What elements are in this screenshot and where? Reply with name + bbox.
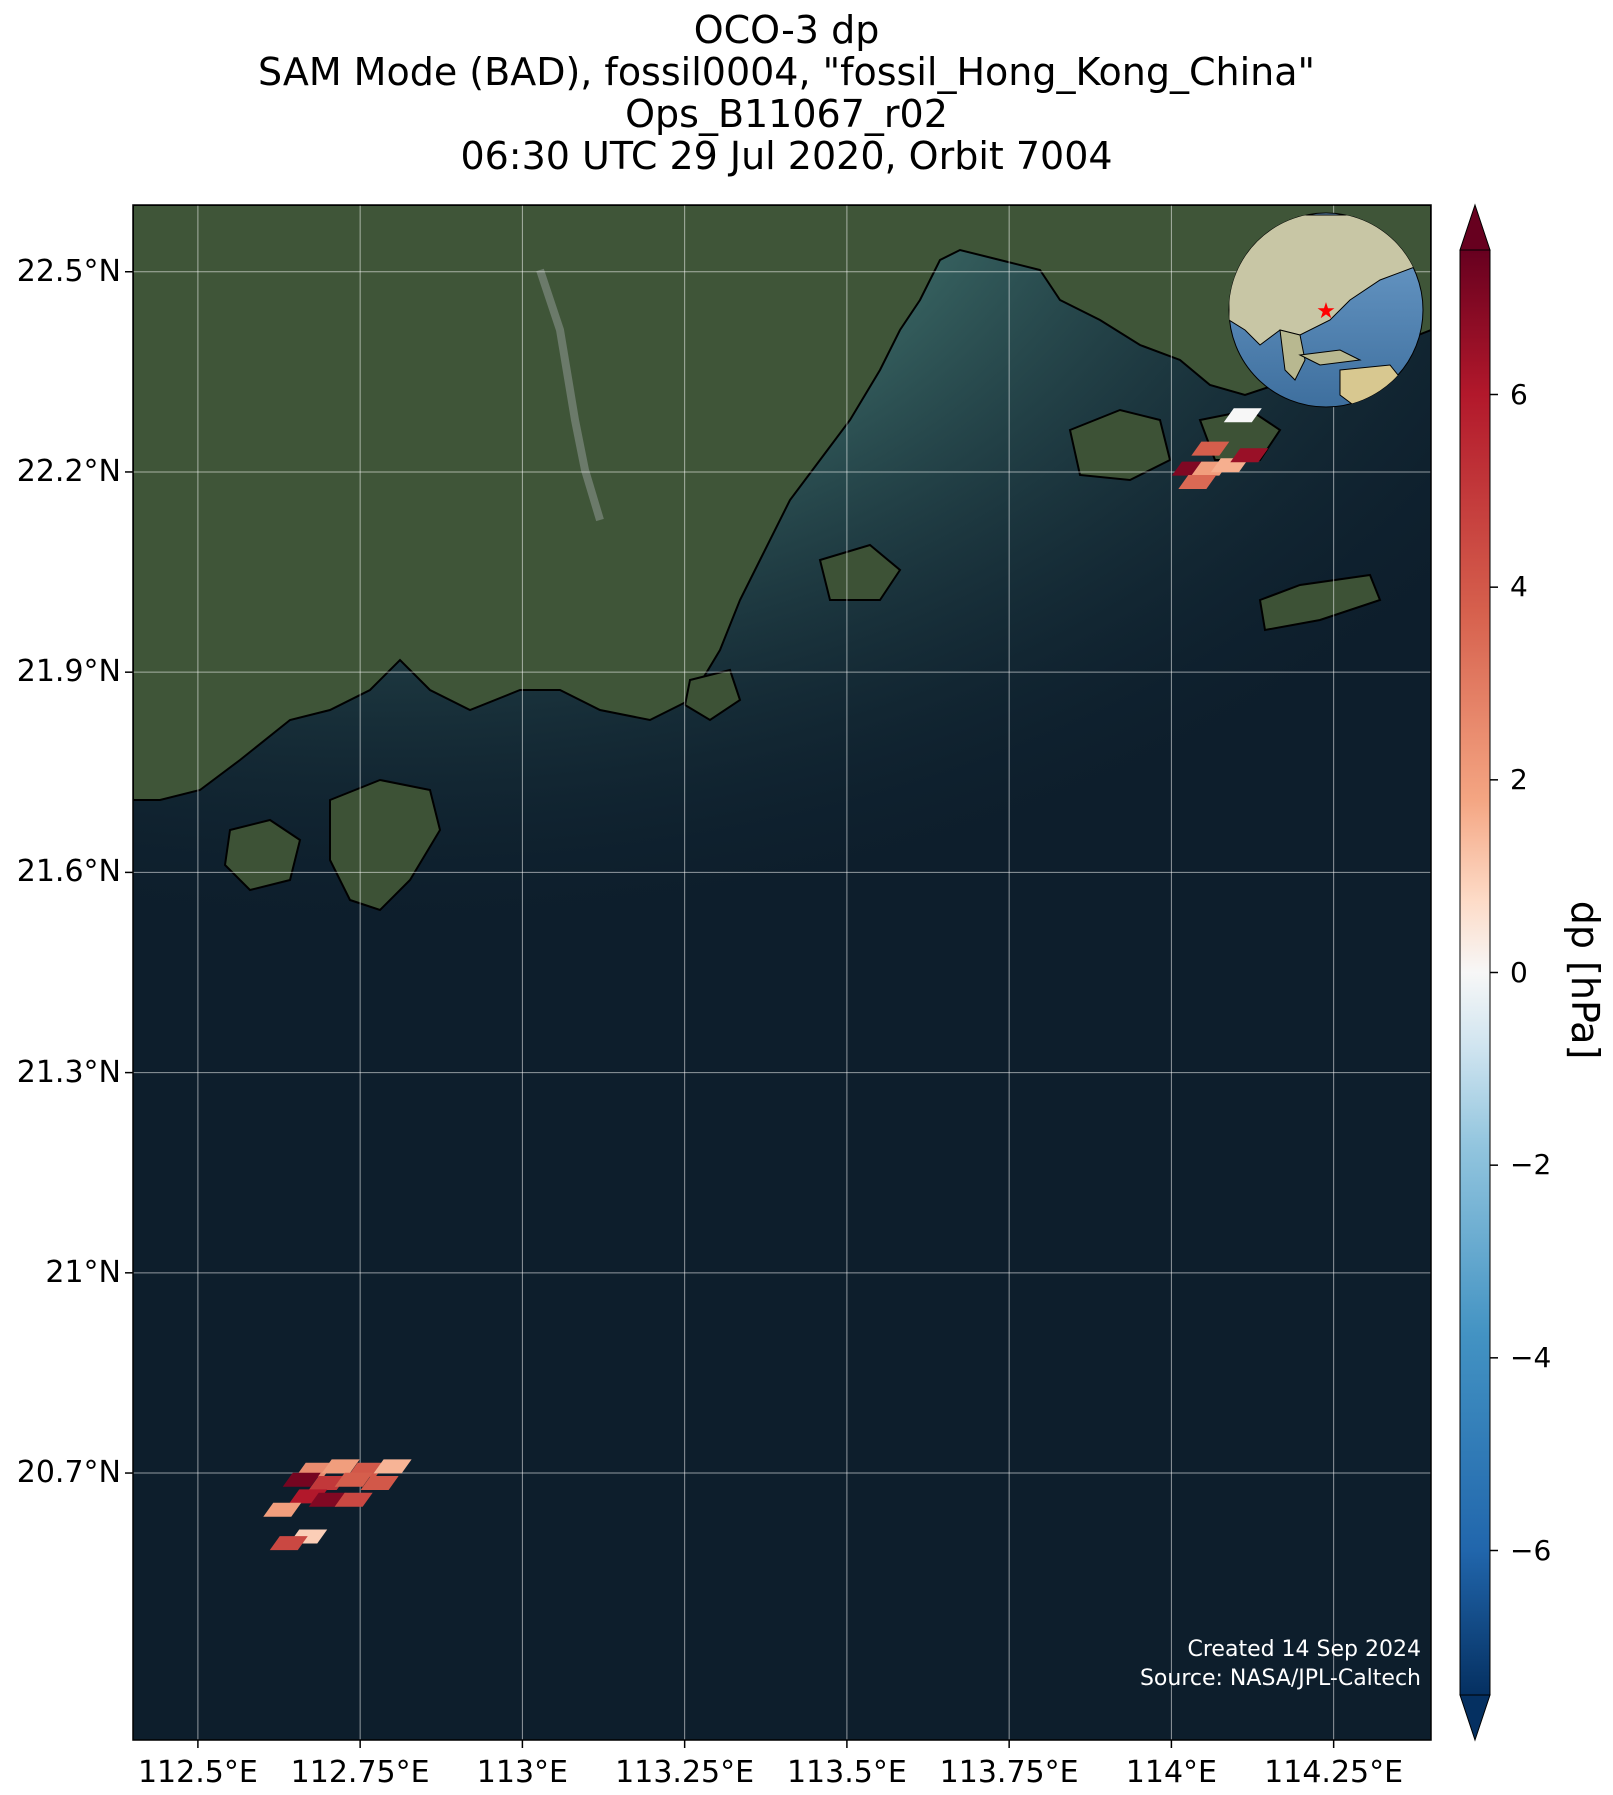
colorbar-gradient: [1459, 249, 1491, 1696]
colorbar-tick-label: −6: [1510, 1533, 1552, 1567]
sounding-pixel: [334, 1492, 373, 1507]
sounding-pixel: [1230, 448, 1269, 463]
lon-tick-label: 113.75°E: [939, 1755, 1079, 1790]
lat-tick-label: 22.5°N: [16, 253, 121, 289]
lon-tick-label: 113.25°E: [615, 1755, 755, 1790]
lat-tick-label: 21.3°N: [16, 1054, 121, 1090]
lat-tick-label: 22.2°N: [16, 453, 121, 489]
sounding-pixel: [1223, 408, 1262, 423]
sounding-pixel: [269, 1536, 308, 1551]
sounding-pixel: [360, 1476, 399, 1491]
wanshan-islands: [1258, 573, 1382, 632]
title-line-2: SAM Mode (BAD), fossil0004, "fossil_Hong…: [258, 50, 1315, 94]
zhuhai-islands: [818, 543, 902, 601]
gridlines: [133, 205, 1431, 1740]
lon-tick-label: 113.5°E: [786, 1755, 907, 1790]
lat-tick-label: 21.9°N: [16, 654, 121, 690]
sounding-pixel: [1191, 441, 1230, 456]
globe-indonesia-land: [1298, 349, 1362, 366]
created-date: Created 14 Sep 2024: [1188, 1637, 1422, 1662]
colorbar-tick-label: 2: [1510, 762, 1528, 796]
lantau-island: [1068, 408, 1172, 482]
macau-islands: [683, 668, 742, 722]
colorbar-tick-label: −4: [1510, 1340, 1552, 1374]
sounding-pixels: [263, 408, 1269, 1551]
colorbar-tick-label: 4: [1510, 570, 1528, 604]
pearl-river-channel: [536, 268, 604, 522]
map-frame: [132, 204, 1432, 1741]
sounding-pixel: [373, 1459, 412, 1474]
mainland-china: [133, 205, 1431, 801]
lat-tick-label: 20.7°N: [16, 1455, 121, 1491]
colorbar-title: dp [hPa]: [1563, 900, 1607, 1060]
lat-tick-label: 21.6°N: [16, 854, 121, 890]
colorbar-extend-min: [1459, 1694, 1491, 1742]
colorbar: [1459, 203, 1498, 1742]
lon-tick-label: 114°E: [1125, 1755, 1217, 1790]
colorbar-extend-max: [1459, 203, 1491, 251]
colorbar-tick-label: 6: [1510, 377, 1528, 411]
title-line-4: 06:30 UTC 29 Jul 2020, Orbit 7004: [460, 134, 1113, 178]
lon-tick-label: 114.25°E: [1264, 1755, 1404, 1790]
target-star-icon: ★: [1316, 299, 1336, 324]
sounding-pixel: [1178, 474, 1217, 489]
inset-globe: ★: [1228, 212, 1424, 408]
globe-indochina-land: [1279, 329, 1306, 381]
colorbar-tick-label: 0: [1510, 955, 1528, 989]
sounding-pixel: [334, 1472, 373, 1487]
shangchuan-island: [329, 778, 442, 912]
lon-tick-label: 113°E: [476, 1755, 568, 1790]
lon-tick-label: 112.5°E: [137, 1755, 258, 1790]
colorbar-tick-label: −2: [1510, 1148, 1552, 1182]
basemap: Created 14 Sep 2024 Source: NASA/JPL-Cal…: [133, 205, 1431, 1740]
sounding-pixel: [282, 1472, 321, 1487]
lon-tick-label: 112.75°E: [290, 1755, 430, 1790]
sounding-pixel: [321, 1459, 360, 1474]
axis-ticks: [125, 270, 1335, 1748]
title-line-1: OCO-3 dp: [693, 8, 880, 52]
sounding-pixel: [263, 1502, 302, 1517]
source-credit: Source: NASA/JPL-Caltech: [1140, 1666, 1421, 1691]
lat-tick-label: 21°N: [45, 1254, 121, 1290]
title-line-3: Ops_B11067_r02: [625, 92, 948, 136]
